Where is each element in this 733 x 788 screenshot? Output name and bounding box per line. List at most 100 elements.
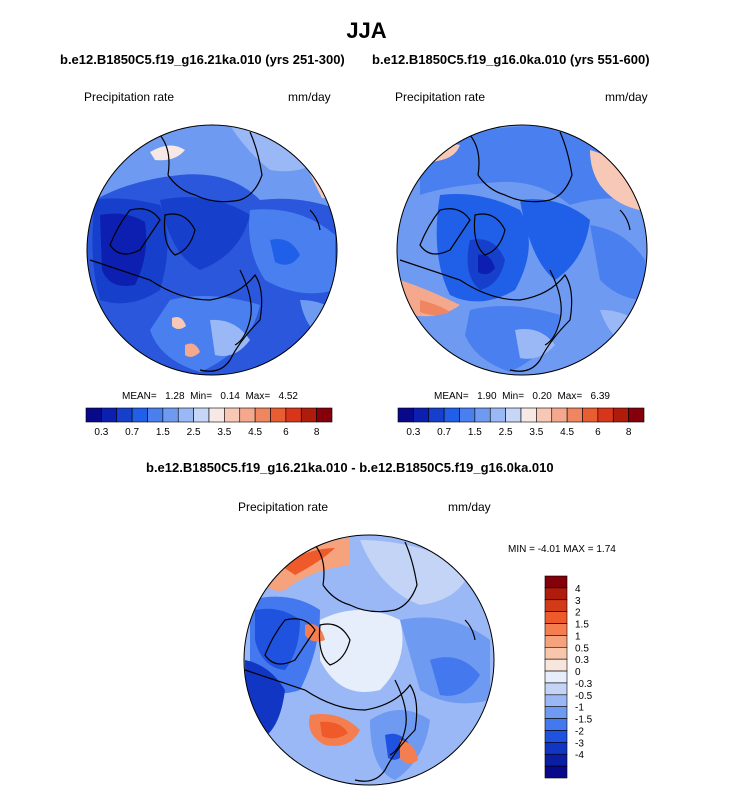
diff-colorbar-swatch	[544, 730, 568, 743]
left-colorbar-swatch	[285, 407, 302, 423]
diff-colorbar-label: -1.5	[575, 715, 593, 726]
right-colorbar-swatch	[474, 407, 491, 423]
diff-colorbar-swatch	[544, 599, 568, 612]
right-panel-heading: b.e12.B1850C5.f19_g16.0ka.010 (yrs 551-6…	[372, 52, 650, 67]
diff-colorbar-label: 1	[575, 631, 581, 642]
right-colorbar-swatch	[489, 407, 506, 423]
left-colorbar-tick-label: 1.5	[156, 427, 170, 438]
left-min-label: Min=	[190, 391, 213, 402]
left-colorbar-swatch	[270, 407, 287, 423]
left-colorbar-tick-label: 0.3	[94, 427, 108, 438]
left-colorbar-swatch	[177, 407, 194, 423]
right-max-value: 6.39	[590, 391, 610, 402]
left-colorbar-tick-label: 2.5	[187, 427, 201, 438]
diff-colorbar-swatch	[544, 765, 568, 779]
right-mean-label: MEAN=	[434, 391, 469, 402]
left-map-border	[86, 124, 338, 376]
left-colorbar-swatch	[162, 407, 179, 423]
diff-colorbar-swatch	[544, 682, 568, 696]
left-units-label: mm/day	[288, 90, 331, 104]
right-colorbar-swatch	[520, 407, 537, 423]
diff-colorbar-label: 0.5	[575, 643, 589, 654]
diff-colorbar-label: 4	[575, 584, 581, 595]
diff-colorbar-swatch	[544, 694, 568, 708]
right-units-label: mm/day	[605, 90, 648, 104]
diff-colorbar-swatch	[544, 658, 568, 672]
diff-polar-map	[244, 535, 494, 785]
diff-panel-heading: b.e12.B1850C5.f19_g16.21ka.010 - b.e12.B…	[146, 460, 554, 475]
right-colorbar-tick-label: 6	[595, 427, 601, 438]
right-colorbar-swatch	[397, 407, 414, 423]
diff-colorbar-swatch	[544, 742, 568, 755]
diff-colorbar-label: -1	[575, 703, 584, 714]
left-max-value: 4.52	[278, 391, 298, 402]
right-map-border	[396, 124, 648, 376]
right-colorbar-swatch	[566, 407, 583, 423]
right-colorbar-swatch	[597, 407, 614, 423]
diff-colorbar-swatch	[544, 706, 568, 719]
diff-variable-label: Precipitation rate	[238, 500, 329, 514]
diff-colorbar-label: -3	[575, 738, 584, 749]
left-colorbar-swatch	[224, 407, 241, 423]
right-colorbar-swatch	[459, 407, 476, 423]
left-colorbar-tick-label: 4.5	[248, 427, 262, 438]
left-colorbar: 0.3 0.7 1.5 2.5 3.5 4.5 6 8	[85, 407, 333, 438]
diff-colorbar-label: 3	[575, 596, 581, 607]
right-colorbar-tick-label: 2.5	[499, 427, 513, 438]
diff-colorbar-swatch	[544, 575, 568, 589]
diff-colorbar-label: -4	[575, 750, 584, 761]
left-max-label: Max=	[245, 391, 271, 402]
diff-colorbar-label: 2	[575, 608, 581, 619]
left-polar-map	[87, 125, 337, 375]
right-colorbar-swatch	[536, 407, 553, 423]
right-colorbar-tick-label: 3.5	[529, 427, 543, 438]
right-polar-map	[397, 125, 647, 375]
left-mean-value: 1.28	[165, 391, 185, 402]
right-colorbar-tick-label: 8	[626, 427, 632, 438]
right-max-label: Max=	[557, 391, 583, 402]
right-colorbar-swatch	[505, 407, 522, 423]
left-colorbar-swatch	[239, 407, 256, 423]
left-min-value: 0.14	[220, 391, 240, 402]
left-colorbar-swatch	[300, 407, 317, 423]
right-colorbar-tick-label: 0.3	[406, 427, 420, 438]
right-colorbar: 0.3 0.7 1.5 2.5 3.5 4.5 6 8	[397, 407, 645, 438]
right-colorbar-tick-label: 0.7	[437, 427, 451, 438]
right-min-label: Min=	[502, 391, 525, 402]
left-colorbar-swatch	[254, 407, 271, 423]
left-colorbar-tick-label: 3.5	[217, 427, 231, 438]
diff-colorbar-swatch	[544, 611, 568, 624]
right-colorbar-swatch	[551, 407, 568, 423]
diff-colorbar-swatch	[544, 623, 568, 636]
left-colorbar-swatch	[116, 407, 133, 423]
left-colorbar-swatch	[101, 407, 118, 423]
right-colorbar-swatch	[582, 407, 599, 423]
diff-colorbar-swatch	[544, 753, 568, 767]
right-colorbar-swatch	[612, 407, 629, 423]
left-colorbar-tick-label: 8	[314, 427, 320, 438]
diff-units-label: mm/day	[448, 500, 491, 514]
diff-colorbar-swatch	[544, 718, 568, 731]
diff-colorbar-label: -0.5	[575, 691, 593, 702]
diff-colorbar-label: 0.3	[575, 655, 589, 666]
diff-colorbar-swatch	[544, 670, 568, 684]
diff-colorbar-label: 1.5	[575, 620, 589, 631]
figure-title: JJA	[346, 18, 387, 43]
left-colorbar-tick-label: 0.7	[125, 427, 139, 438]
diff-colorbar-label: -2	[575, 726, 584, 737]
left-colorbar-swatch	[208, 407, 225, 423]
right-colorbar-swatch	[428, 407, 445, 423]
diff-colorbar-swatch	[544, 635, 568, 648]
diff-colorbar-label: 0	[575, 667, 581, 678]
left-colorbar-tick-label: 6	[283, 427, 289, 438]
left-panel-heading: b.e12.B1850C5.f19_g16.21ka.010 (yrs 251-…	[60, 52, 345, 67]
right-variable-label: Precipitation rate	[395, 90, 486, 104]
right-colorbar-swatch	[443, 407, 460, 423]
diff-colorbar-swatch	[544, 646, 568, 660]
left-colorbar-swatch	[131, 407, 148, 423]
diff-minmax-label: MIN = -4.01 MAX = 1.74	[508, 544, 616, 555]
left-stats: MEAN= 1.28 Min= 0.14 Max= 4.52	[122, 391, 298, 402]
right-mean-value: 1.90	[477, 391, 497, 402]
